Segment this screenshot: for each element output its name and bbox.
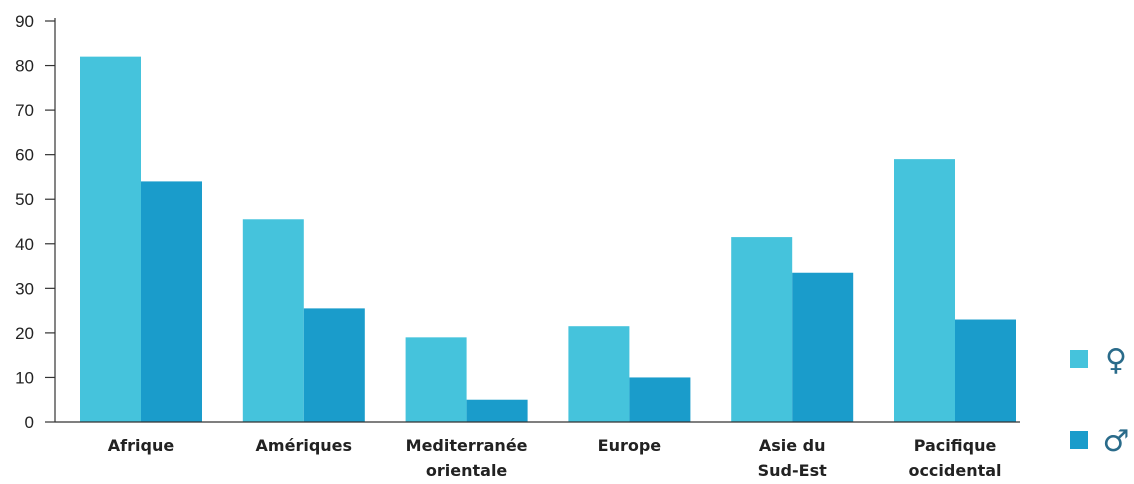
x-category-label: Amériques bbox=[256, 436, 353, 455]
bar-male bbox=[792, 272, 854, 422]
y-tick-label: 0 bbox=[25, 413, 34, 432]
y-tick-label: 20 bbox=[15, 324, 34, 343]
legend-swatch bbox=[1070, 350, 1088, 368]
x-category-label: Pacifique bbox=[914, 436, 997, 455]
x-category-label: occidental bbox=[908, 461, 1001, 480]
bar-female bbox=[242, 219, 304, 422]
legend: ♀♂ bbox=[1070, 343, 1129, 459]
legend-swatch bbox=[1070, 431, 1088, 449]
x-category-label: Afrique bbox=[108, 436, 175, 455]
bar-male bbox=[955, 319, 1016, 422]
bar-female bbox=[405, 337, 467, 422]
bar-female bbox=[731, 237, 793, 422]
y-tick-label: 80 bbox=[15, 57, 34, 76]
bars bbox=[80, 56, 1016, 423]
y-tick-label: 50 bbox=[15, 190, 34, 209]
y-tick-label: 90 bbox=[15, 12, 34, 31]
x-category-label: Europe bbox=[598, 436, 662, 455]
x-axis: Afrique Amériques Mediterranée orientale Eur… bbox=[55, 421, 1020, 480]
bar-female bbox=[568, 326, 630, 422]
y-tick-label: 30 bbox=[15, 279, 34, 298]
y-tick-label: 10 bbox=[15, 368, 34, 387]
x-category-label: Sud-Est bbox=[758, 461, 827, 480]
bar-male bbox=[141, 181, 202, 422]
bar-female bbox=[80, 56, 141, 423]
bar-female bbox=[894, 159, 955, 422]
bar-male bbox=[303, 308, 365, 422]
x-category-label: orientale bbox=[426, 461, 508, 480]
x-category-label: Asie du bbox=[759, 436, 826, 455]
y-axis: 0 10 20 30 40 50 60 70 80 90 bbox=[15, 12, 56, 432]
y-tick-label: 40 bbox=[15, 235, 34, 254]
bar-male bbox=[629, 377, 691, 422]
bar-male bbox=[466, 399, 528, 422]
y-tick-label: 70 bbox=[15, 101, 34, 120]
x-category-label: Mediterranée bbox=[406, 436, 528, 455]
y-tick-label: 60 bbox=[15, 146, 34, 165]
male-symbol-icon: ♂ bbox=[1103, 424, 1130, 459]
female-symbol-icon: ♀ bbox=[1105, 343, 1127, 378]
